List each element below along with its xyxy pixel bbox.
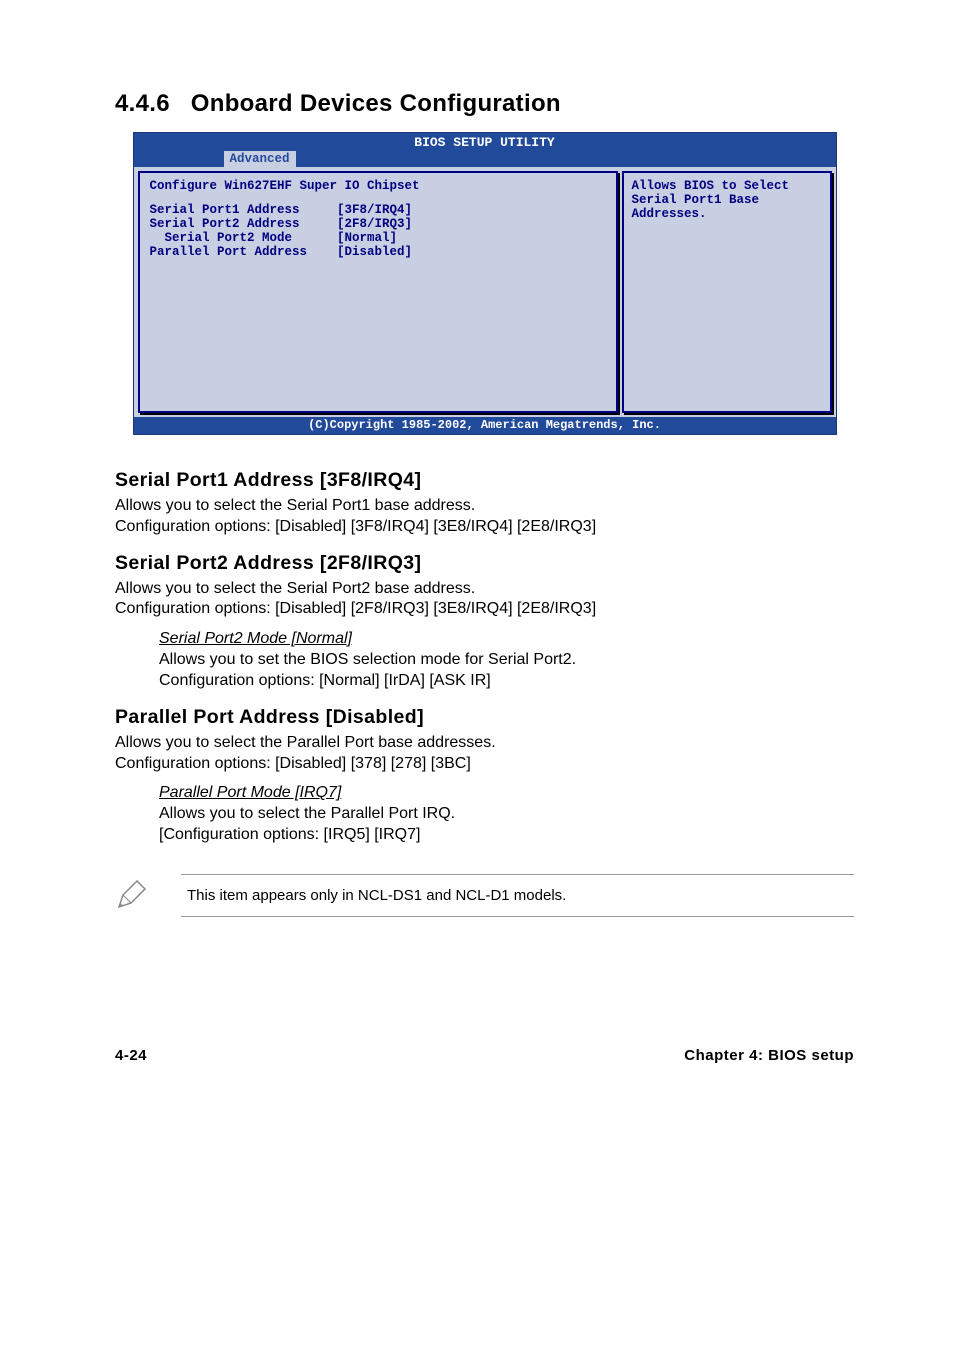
bios-help-pane: Allows BIOS to Select Serial Port1 Base …	[622, 171, 832, 413]
bios-left-pane: Configure Win627EHF Super IO Chipset Ser…	[138, 171, 618, 413]
bios-setting-value: [2F8/IRQ3]	[315, 217, 413, 231]
bios-settings-list: Serial Port1 Address [3F8/IRQ4]Serial Po…	[150, 203, 606, 259]
bios-setting-label: Parallel Port Address	[150, 245, 315, 259]
bios-setting-row[interactable]: Serial Port2 Mode [Normal]	[150, 231, 606, 245]
setting-heading: Serial Port1 Address [3F8/IRQ4]	[115, 469, 854, 492]
setting-sub-block: Serial Port2 Mode [Normal] Allows you to …	[159, 630, 854, 692]
setting-sub-body: Allows you to select the Parallel Port I…	[159, 804, 854, 846]
setting-body: Allows you to select the Parallel Port b…	[115, 733, 854, 775]
setting-heading: Serial Port2 Address [2F8/IRQ3]	[115, 552, 854, 575]
bios-setting-label: Serial Port1 Address	[150, 203, 315, 217]
bios-tab-advanced[interactable]: Advanced	[224, 151, 296, 167]
bios-setting-label: Serial Port2 Address	[150, 217, 315, 231]
note-text: This item appears only in NCL-DS1 and NC…	[181, 874, 854, 917]
bios-setting-label: Serial Port2 Mode	[150, 231, 315, 245]
bios-setting-row[interactable]: Serial Port1 Address [3F8/IRQ4]	[150, 203, 606, 217]
page-footer: 4-24 Chapter 4: BIOS setup	[115, 1047, 854, 1064]
setting-heading: Parallel Port Address [Disabled]	[115, 706, 854, 729]
section-heading: 4.4.6 Onboard Devices Configuration	[115, 90, 854, 118]
chapter-label: Chapter 4: BIOS setup	[684, 1047, 854, 1064]
note-block: This item appears only in NCL-DS1 and NC…	[115, 874, 854, 917]
setting-body: Allows you to select the Serial Port1 ba…	[115, 496, 854, 538]
pencil-icon	[115, 879, 147, 911]
bios-window: BIOS SETUP UTILITY Advanced Configure Wi…	[133, 132, 837, 435]
bios-setting-value: [Disabled]	[315, 245, 413, 259]
page-number: 4-24	[115, 1047, 147, 1064]
bios-setting-row[interactable]: Serial Port2 Address [2F8/IRQ3]	[150, 217, 606, 231]
bios-setting-value: [3F8/IRQ4]	[315, 203, 413, 217]
section-title: Onboard Devices Configuration	[191, 90, 561, 117]
bios-setting-row[interactable]: Parallel Port Address [Disabled]	[150, 245, 606, 259]
bios-body: Configure Win627EHF Super IO Chipset Ser…	[134, 167, 836, 417]
bios-left-title: Configure Win627EHF Super IO Chipset	[150, 179, 606, 193]
bios-footer: (C)Copyright 1985-2002, American Megatre…	[134, 417, 836, 434]
bios-tab-row: Advanced	[134, 151, 836, 167]
section-number: 4.4.6	[115, 90, 170, 117]
setting-sub-title: Parallel Port Mode [IRQ7]	[159, 784, 854, 802]
setting-sub-body: Allows you to set the BIOS selection mod…	[159, 650, 854, 692]
setting-body: Allows you to select the Serial Port2 ba…	[115, 579, 854, 621]
setting-sub-block: Parallel Port Mode [IRQ7] Allows you to s…	[159, 784, 854, 846]
setting-sub-title: Serial Port2 Mode [Normal]	[159, 630, 854, 648]
bios-title-bar: BIOS SETUP UTILITY	[134, 133, 836, 151]
bios-setting-value: [Normal]	[315, 231, 398, 245]
